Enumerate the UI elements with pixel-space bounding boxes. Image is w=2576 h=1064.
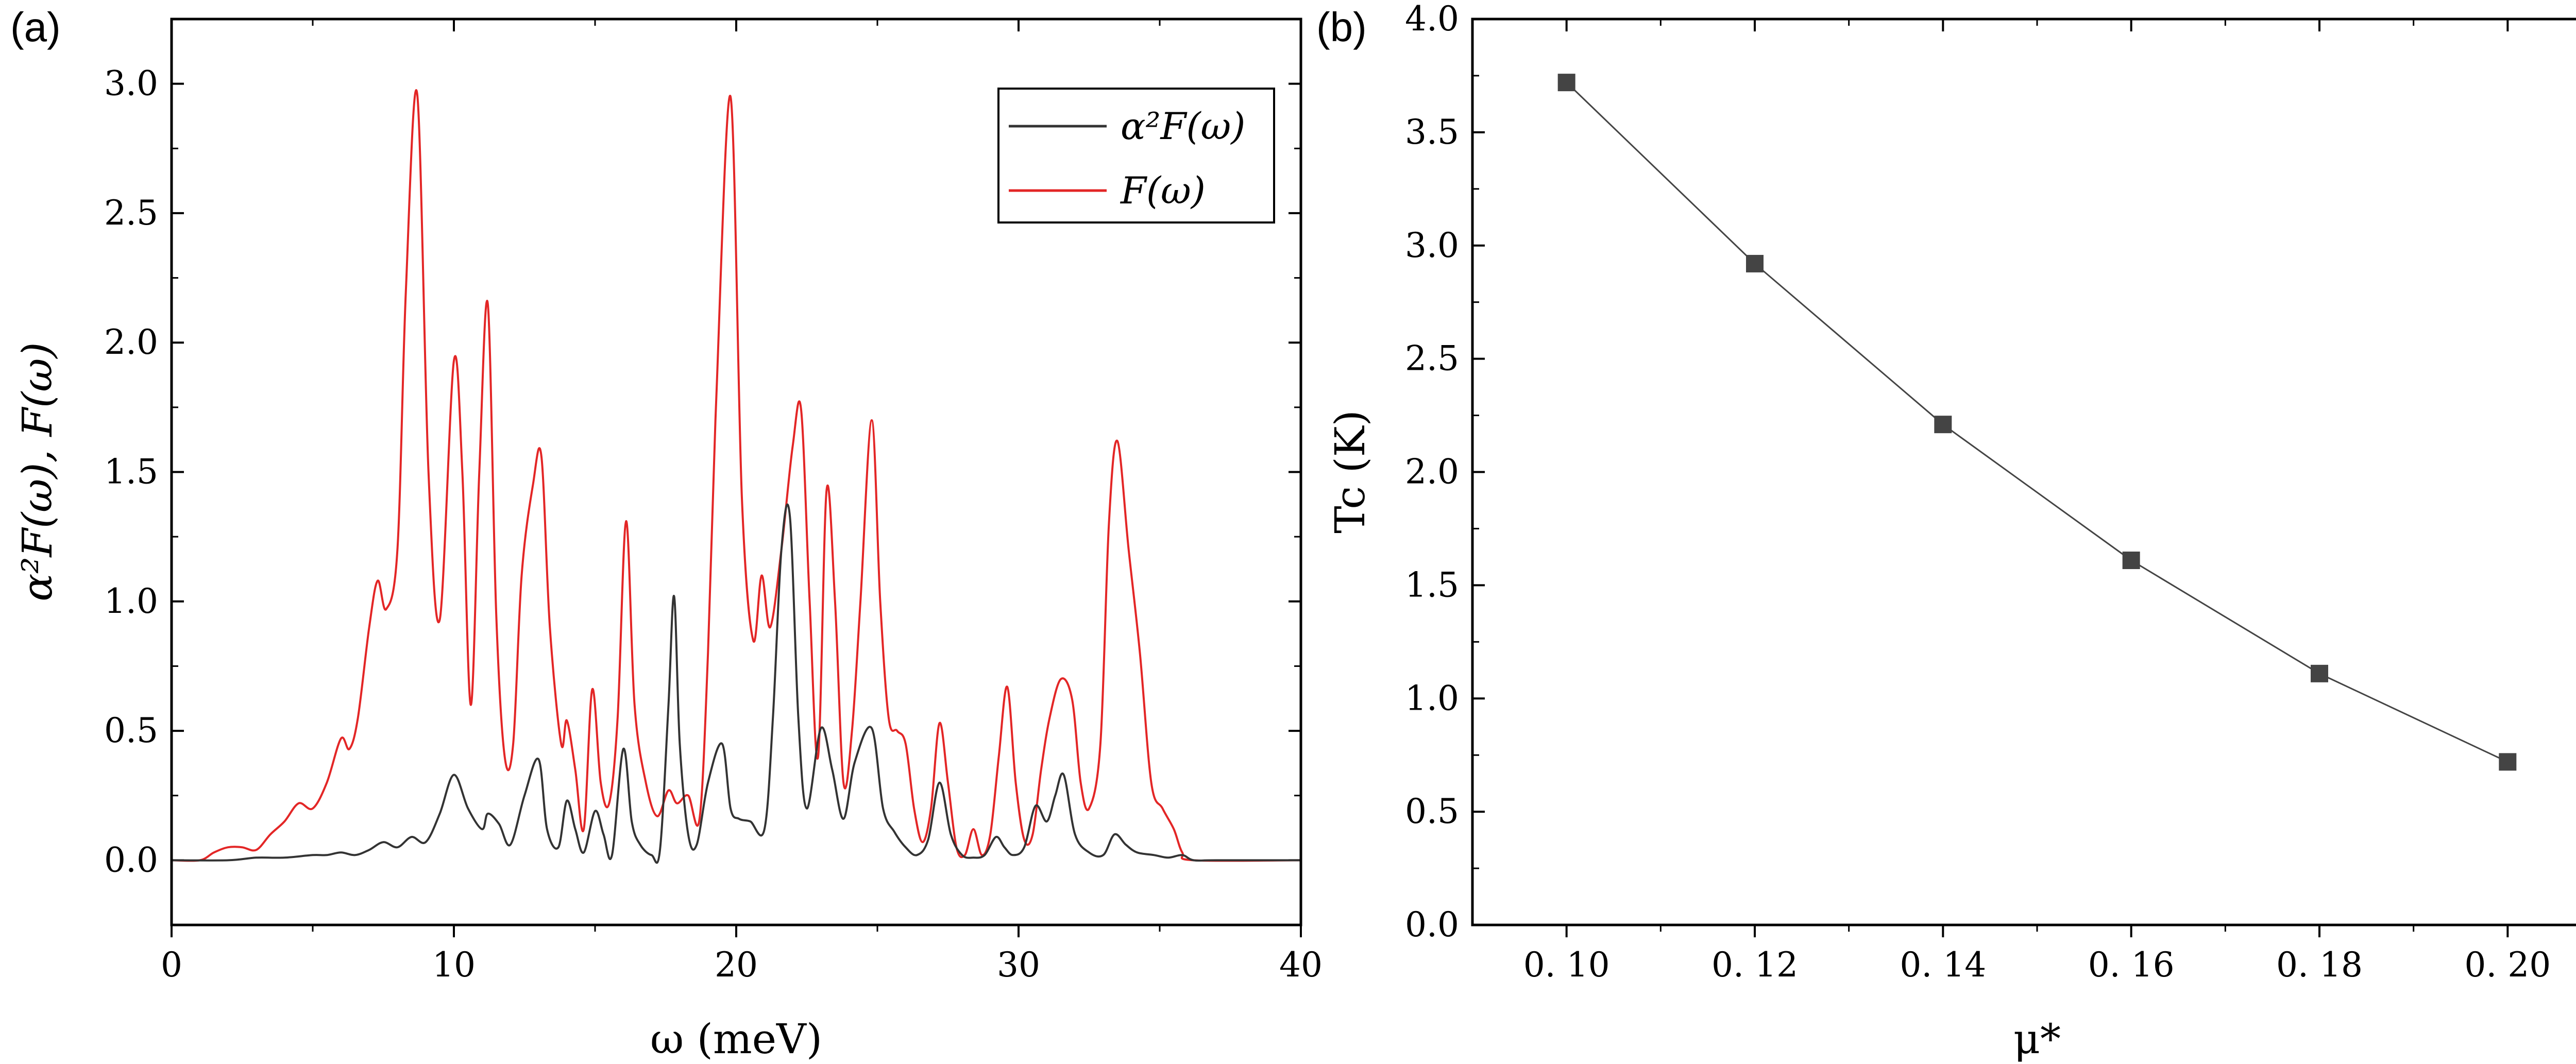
y-tick-label: 0.5 <box>104 711 158 750</box>
tc-series-line <box>1566 82 2508 763</box>
panel-b-plot-frame <box>1471 18 2576 926</box>
series-line-alpha2F <box>171 503 1301 864</box>
panel-b-x-axis-title: μ* <box>2013 1015 2061 1063</box>
y-tick-label: 0.5 <box>1405 792 1459 831</box>
panel-b: (b) 0.00.51.01.52.02.53.03.54.0 0. 10 0. … <box>1316 0 2576 1063</box>
y-tick-label: 2.5 <box>104 193 158 233</box>
x-tick-label: 40 <box>1279 945 1323 985</box>
panel-a-y-ticks: 0.0 0.5 1.0 1.5 2.0 2.5 3.0 <box>104 64 1301 880</box>
tc-data-point <box>1934 416 1952 434</box>
panel-a-label: (a) <box>10 4 61 50</box>
panel-a: (a) 0.0 0.5 1.0 1.5 2.0 2.5 3.0 0 10 20 30 40 ω (m… <box>10 4 1323 1063</box>
legend-label-alpha2F: α²F(ω) <box>1121 105 1245 148</box>
legend-label-F: F(ω) <box>1120 169 1206 212</box>
series-line-F <box>171 89 1301 862</box>
y-tick-label: 1.0 <box>1405 678 1459 718</box>
panel-b-series <box>1557 74 2517 771</box>
x-tick-label: 0. 12 <box>1711 945 1798 985</box>
panel-b-y-axis-title: Tc (K) <box>1326 410 1374 534</box>
y-tick-label: 3.5 <box>1405 112 1459 152</box>
panel-a-y-axis-title: α²F(ω), F(ω) <box>13 342 61 601</box>
x-tick-label: 0. 14 <box>1900 945 1986 985</box>
panel-a-x-axis-title: ω (meV) <box>650 1015 822 1063</box>
y-tick-label: 4.0 <box>1405 0 1459 39</box>
y-tick-label: 0.0 <box>1405 905 1459 945</box>
x-tick-label: 20 <box>715 945 758 985</box>
x-tick-label: 0 <box>161 945 182 985</box>
y-tick-label: 2.0 <box>1405 452 1459 492</box>
x-tick-label: 10 <box>432 945 476 985</box>
y-tick-label: 3.0 <box>1405 226 1459 265</box>
x-tick-label: 30 <box>997 945 1040 985</box>
legend-box <box>997 88 1275 224</box>
panel-a-series <box>171 89 1301 864</box>
y-tick-label: 2.0 <box>104 322 158 362</box>
x-tick-label: 0. 20 <box>2464 945 2551 985</box>
panel-a-x-ticks: 0 10 20 30 40 <box>161 19 1323 985</box>
y-tick-label: 1.0 <box>104 581 158 621</box>
tc-data-point <box>2122 552 2140 570</box>
y-tick-label: 1.5 <box>104 452 158 492</box>
y-tick-label: 2.5 <box>1405 339 1459 379</box>
x-tick-label: 0. 16 <box>2088 945 2175 985</box>
x-tick-label: 0. 10 <box>1523 945 1610 985</box>
panel-b-x-ticks: 0. 10 0. 12 0. 14 0. 16 0. 18 0. 20 <box>1523 19 2551 985</box>
tc-data-point <box>2499 753 2517 771</box>
panel-a-legend: α²F(ω) F(ω) <box>997 88 1275 224</box>
y-tick-label: 0.0 <box>104 840 158 880</box>
panel-b-y-ticks: 0.0 0.5 1.0 1.5 2.0 2.5 3.0 3.5 4.0 <box>1405 0 1485 945</box>
panel-b-label: (b) <box>1316 4 1367 50</box>
y-tick-label: 3.0 <box>104 64 158 104</box>
tc-data-point <box>1557 74 1575 92</box>
y-tick-label: 1.5 <box>1405 565 1459 605</box>
tc-data-point <box>2311 664 2328 682</box>
x-tick-label: 0. 18 <box>2276 945 2363 985</box>
panel-a-plot-frame <box>170 18 1302 926</box>
tc-data-point <box>1746 254 1764 272</box>
